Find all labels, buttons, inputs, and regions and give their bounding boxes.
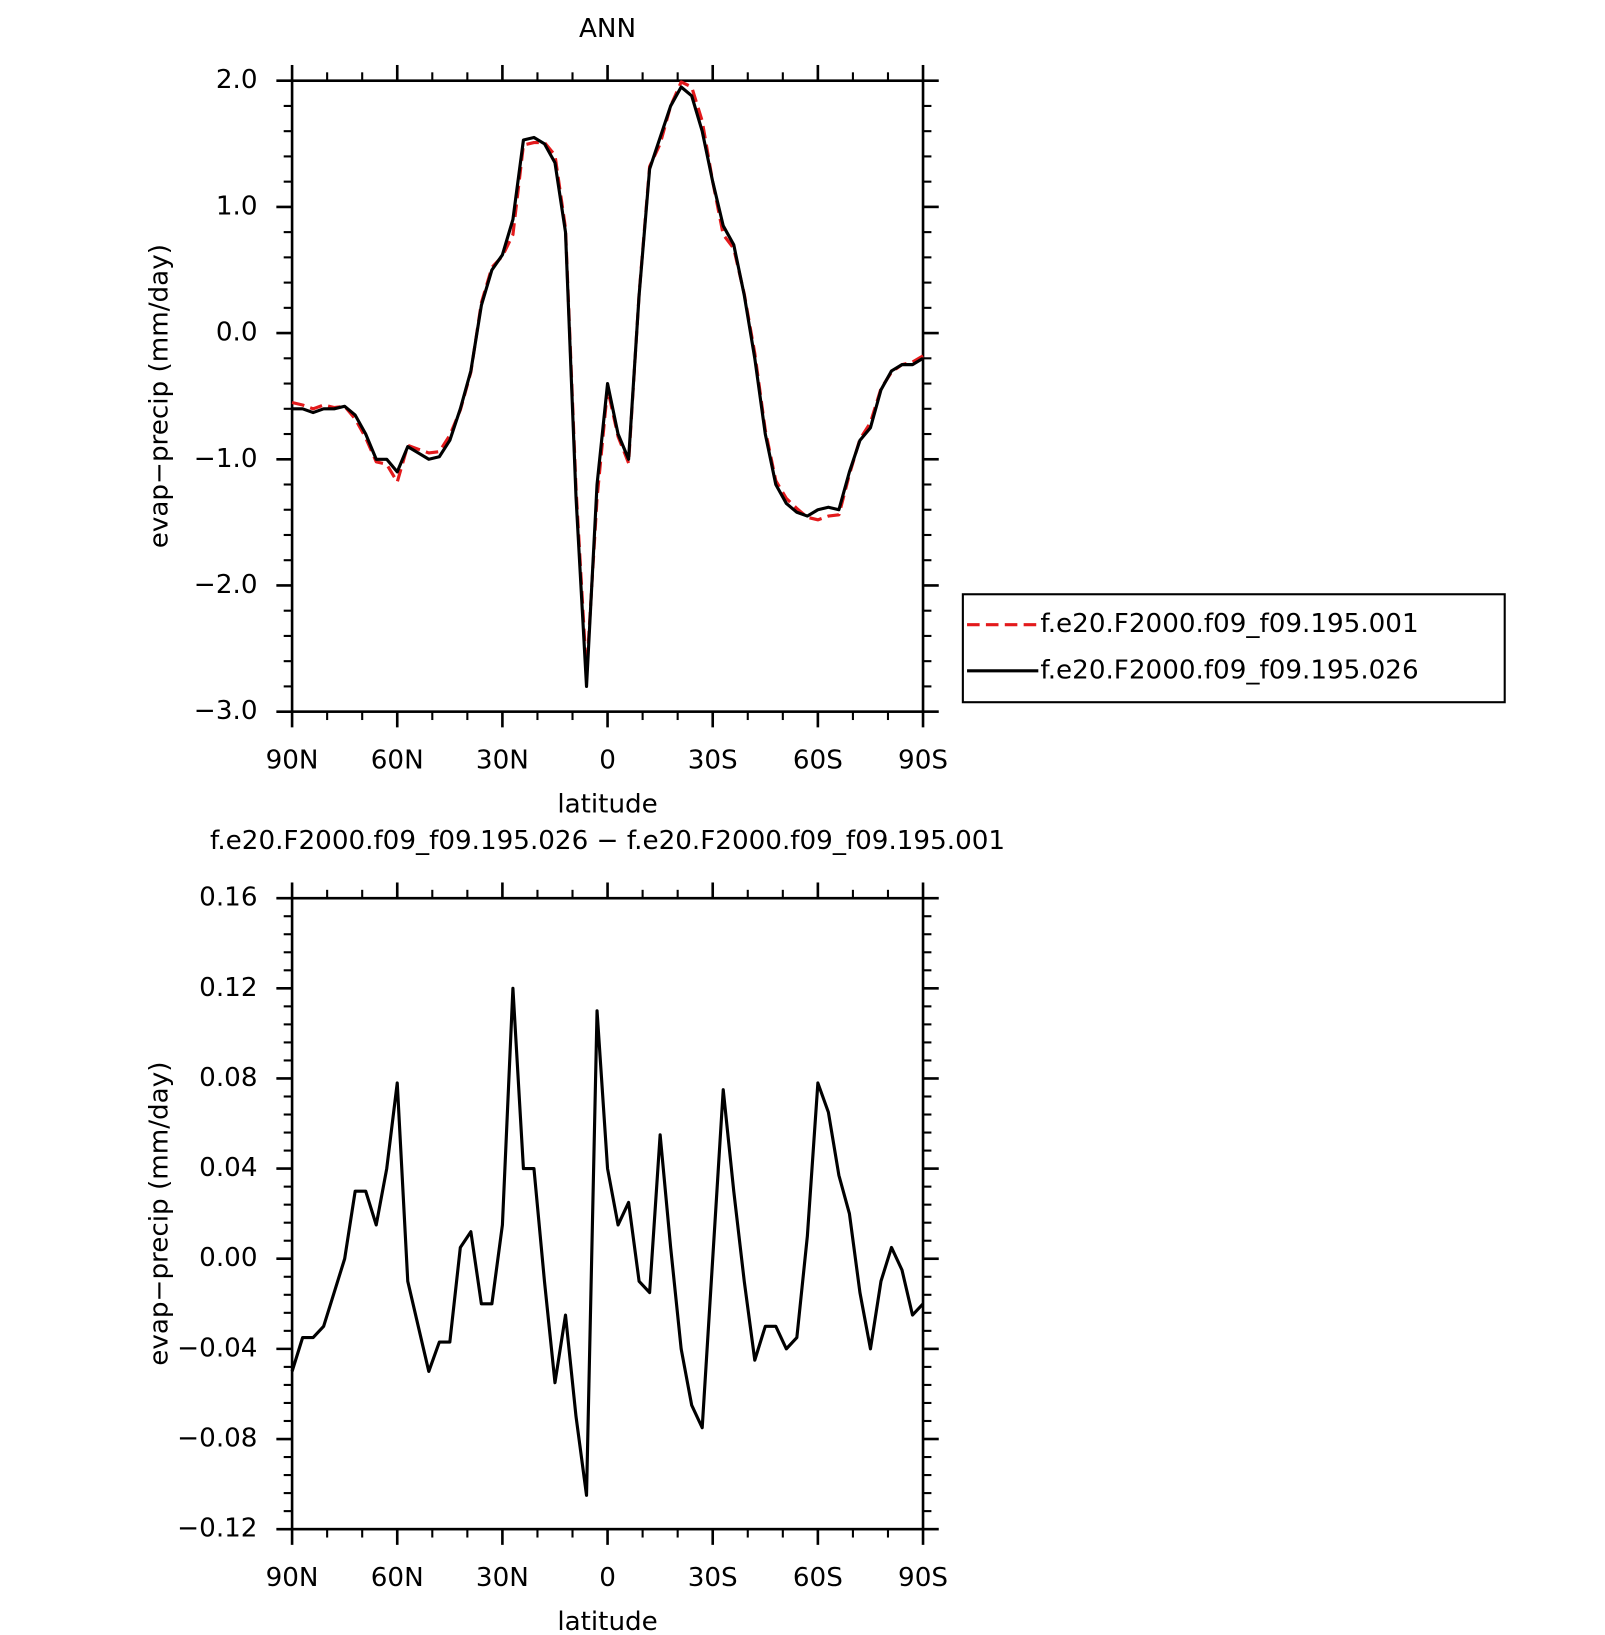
x-tick-label: 30S: [688, 745, 738, 775]
y-tick-label: 2.0: [216, 65, 258, 95]
y-tick-label: 0.16: [199, 883, 257, 913]
y-tick-label: 1.0: [216, 191, 258, 221]
x-tick-label: 60S: [793, 1563, 843, 1593]
data-line: [291, 80, 924, 676]
y-tick-label: 0.12: [199, 973, 257, 1003]
x-axis-label: latitude: [557, 1607, 657, 1635]
x-tick-label: 30N: [476, 1563, 529, 1593]
chart-title: ANN: [579, 14, 636, 44]
data-line: [290, 986, 925, 1497]
y-tick-label: 0.00: [199, 1243, 257, 1273]
x-tick-label: 90S: [898, 745, 948, 775]
y-tick-label: −0.08: [177, 1424, 257, 1454]
y-axis-label: evap−precip (mm/day): [145, 1062, 175, 1366]
x-tick-label: 0: [599, 745, 616, 775]
y-tick-label: 0.08: [199, 1063, 257, 1093]
x-tick-label: 60N: [371, 745, 424, 775]
chart-title: f.e20.F2000.f09_f09.195.026 − f.e20.F200…: [210, 826, 1005, 856]
x-tick-label: 30N: [476, 745, 529, 775]
x-tick-label: 60N: [371, 1563, 424, 1593]
y-tick-label: 0.04: [199, 1153, 257, 1183]
legend-label: f.e20.F2000.f09_f09.195.001: [1040, 609, 1418, 639]
y-tick-label: 0.0: [216, 318, 258, 348]
data-line: [292, 85, 924, 688]
legend-box: [961, 593, 1506, 704]
plot-frame: [290, 896, 925, 1531]
x-axis-label: latitude: [557, 789, 657, 819]
x-tick-label: 90S: [898, 1563, 948, 1593]
y-tick-label: −0.04: [177, 1333, 257, 1363]
x-tick-label: 90N: [266, 1563, 319, 1593]
y-axis-label: evap−precip (mm/day): [145, 244, 175, 548]
plot-frame: [290, 79, 925, 713]
x-tick-label: 90N: [266, 745, 319, 775]
x-tick-label: 60S: [793, 745, 843, 775]
legend-label: f.e20.F2000.f09_f09.195.026: [1040, 655, 1418, 685]
y-tick-label: −2.0: [194, 570, 258, 600]
x-tick-label: 0: [599, 1563, 616, 1593]
y-tick-label: −1.0: [194, 444, 258, 474]
y-tick-label: −3.0: [194, 696, 258, 726]
x-tick-label: 30S: [688, 1563, 738, 1593]
y-tick-label: −0.12: [177, 1514, 257, 1544]
